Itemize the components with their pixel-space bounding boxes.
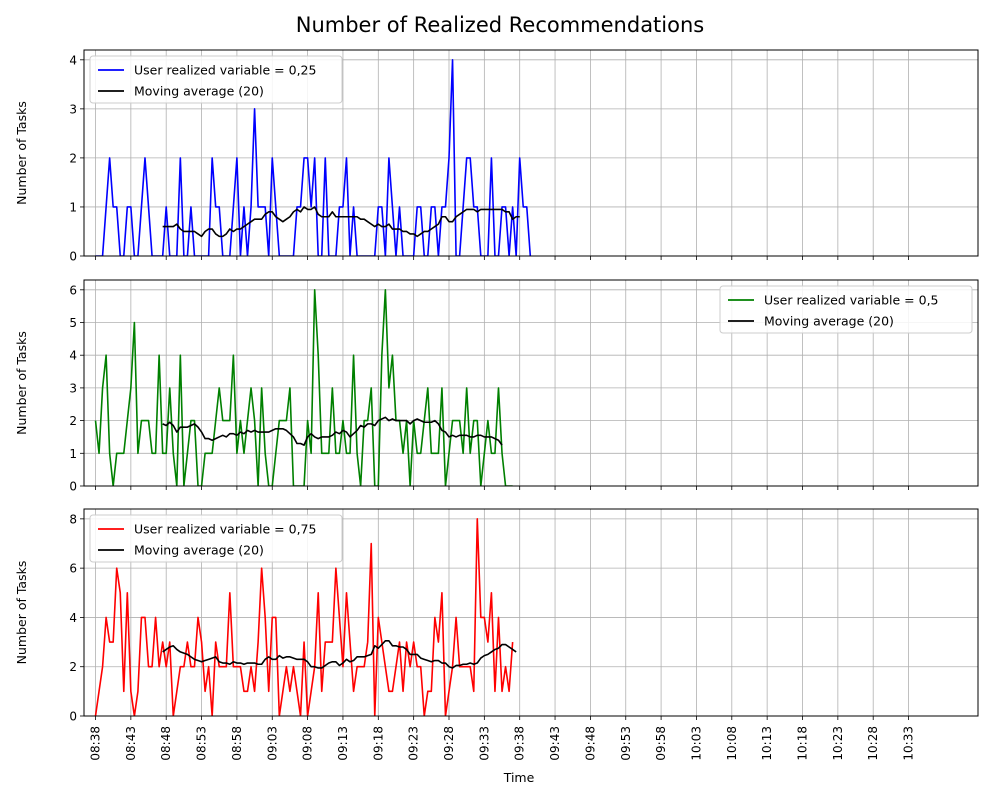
x-tick-label: 10:03 xyxy=(689,726,703,761)
y-tick-label: 2 xyxy=(69,660,77,674)
y-tick-label: 1 xyxy=(69,200,77,214)
subplot-1: 0 1 2 3 4 Number of Tasks User realized variab… xyxy=(14,49,979,264)
y-axis-title: Number of Tasks xyxy=(14,101,29,205)
series-line-realized xyxy=(94,289,513,486)
x-tick-label: 09:58 xyxy=(654,726,668,761)
x-tick-label: 09:48 xyxy=(583,726,597,761)
legend: User realized variable = 0,75 Moving aver… xyxy=(89,514,343,563)
x-tick-label: 09:18 xyxy=(371,726,385,761)
x-tick-label: 09:33 xyxy=(477,726,491,761)
y-tick-label: 2 xyxy=(69,414,77,428)
y-tick-label: 4 xyxy=(69,611,77,625)
x-tick-label: 09:43 xyxy=(548,726,562,761)
x-tick-label: 08:43 xyxy=(124,726,138,761)
subplot-2: 0 1 2 3 4 5 6 Number of Tasks User realized vari… xyxy=(14,279,979,494)
plot-frame xyxy=(83,279,979,487)
x-tick-label: 08:38 xyxy=(89,726,103,761)
x-tick-label: 10:13 xyxy=(760,726,774,761)
y-tick-label: 2 xyxy=(69,151,77,165)
y-tick-label: 6 xyxy=(69,283,77,297)
legend-box xyxy=(89,514,343,563)
plot-frame xyxy=(83,49,979,257)
series-line-realized xyxy=(95,59,532,256)
y-tick-label: 3 xyxy=(69,102,77,116)
x-axis-title: Time xyxy=(503,770,535,785)
x-tick-label: 08:48 xyxy=(159,726,173,761)
legend-label: Moving average (20) xyxy=(764,314,894,329)
x-tick-label: 10:08 xyxy=(725,726,739,761)
y-tick-label: 4 xyxy=(69,53,77,67)
legend-label: User realized variable = 0,5 xyxy=(764,293,939,308)
series-line-moving-average xyxy=(162,640,517,669)
y-tick-label: 3 xyxy=(69,381,77,395)
y-tick-label: 6 xyxy=(69,562,77,576)
y-tick-label: 0 xyxy=(69,250,77,264)
series-line-moving-average xyxy=(162,206,520,238)
x-tick-label: 09:08 xyxy=(301,726,315,761)
x-tick-label: 09:23 xyxy=(407,726,421,761)
series-line-moving-average xyxy=(162,416,503,446)
x-tick-label: 09:38 xyxy=(513,726,527,761)
legend-label: Moving average (20) xyxy=(134,543,264,558)
x-tick-label: 08:53 xyxy=(195,726,209,761)
x-tick-label: 09:28 xyxy=(442,726,456,761)
x-tick-label: 09:53 xyxy=(619,726,633,761)
legend-box xyxy=(719,285,973,334)
subplot-3: 0 2 4 6 8 08:38 08:43 08:48 08:53 08:58 09:03 09:08… xyxy=(14,508,979,761)
y-tick-label: 8 xyxy=(69,512,77,526)
plot-frame xyxy=(83,508,979,717)
chart-title: Number of Realized Recommendations xyxy=(296,13,704,37)
legend-label: Moving average (20) xyxy=(134,84,264,99)
x-tick-label: 09:03 xyxy=(265,726,279,761)
legend-label: User realized variable = 0,75 xyxy=(134,522,316,537)
y-tick-label: 0 xyxy=(69,480,77,494)
x-tick-label: 09:13 xyxy=(336,726,350,761)
legend-label: User realized variable = 0,25 xyxy=(134,63,316,78)
legend: User realized variable = 0,25 Moving aver… xyxy=(89,55,343,104)
y-tick-label: 0 xyxy=(69,710,77,724)
y-tick-label: 5 xyxy=(69,316,77,330)
x-tick-label: 10:33 xyxy=(902,726,916,761)
x-tick-label: 08:58 xyxy=(230,726,244,761)
x-tick-label: 10:23 xyxy=(831,726,845,761)
x-tick-label: 10:18 xyxy=(796,726,810,761)
y-tick-label: 1 xyxy=(69,447,77,461)
x-tick-label: 10:28 xyxy=(866,726,880,761)
y-axis-title: Number of Tasks xyxy=(14,331,29,435)
y-axis-title: Number of Tasks xyxy=(14,561,29,665)
legend: User realized variable = 0,5 Moving avera… xyxy=(719,285,973,334)
series-line-realized xyxy=(94,518,514,716)
y-tick-label: 4 xyxy=(69,349,77,363)
legend-box xyxy=(89,55,343,104)
